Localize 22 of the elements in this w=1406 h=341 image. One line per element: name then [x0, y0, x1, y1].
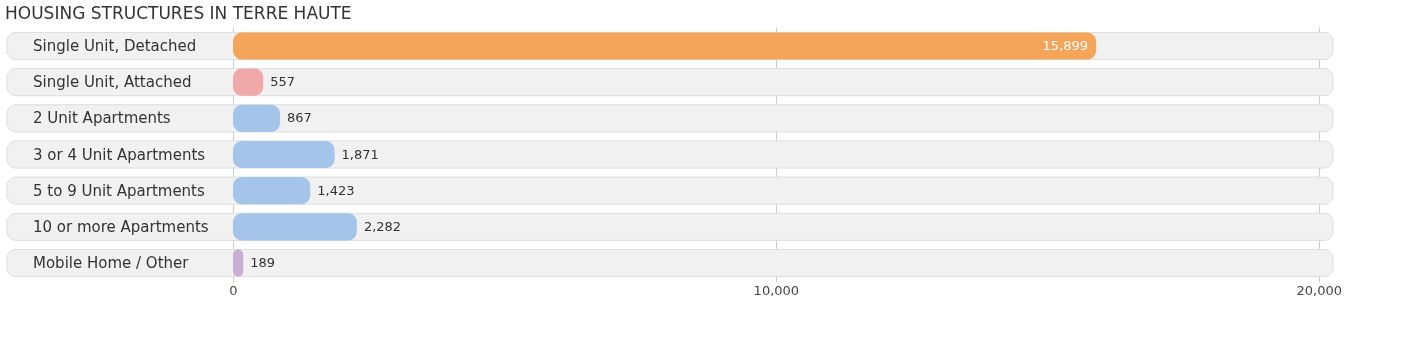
bar — [233, 140, 335, 169]
y-tick-label: 10 or more Apartments — [33, 217, 209, 236]
data-label: 189 — [250, 255, 276, 271]
bar — [233, 104, 281, 132]
x-tick-label: 0 — [229, 282, 238, 298]
y-tick-label: Mobile Home / Other — [33, 254, 190, 273]
data-label: 1,871 — [341, 146, 379, 162]
y-tick-label: 3 or 4 Unit Apartments — [33, 145, 206, 164]
y-tick-label: 5 to 9 Unit Apartments — [33, 181, 205, 200]
data-label: 1,423 — [317, 182, 355, 198]
chart-title: HOUSING STRUCTURES IN TERRE HAUTE — [5, 3, 352, 23]
bar — [233, 213, 357, 241]
data-label: 2,282 — [363, 218, 402, 234]
y-tick-label: 2 Unit Apartments — [33, 109, 171, 128]
y-tick-label: Single Unit, Detached — [33, 36, 197, 55]
data-label: 867 — [287, 110, 312, 126]
data-label: 15,899 — [1042, 37, 1089, 53]
x-tick-label: 10,000 — [753, 282, 800, 298]
x-tick-label: 20,000 — [1296, 282, 1342, 298]
y-tick-label: Single Unit, Attached — [33, 73, 192, 92]
data-label: 557 — [270, 74, 296, 90]
bar — [233, 177, 311, 205]
